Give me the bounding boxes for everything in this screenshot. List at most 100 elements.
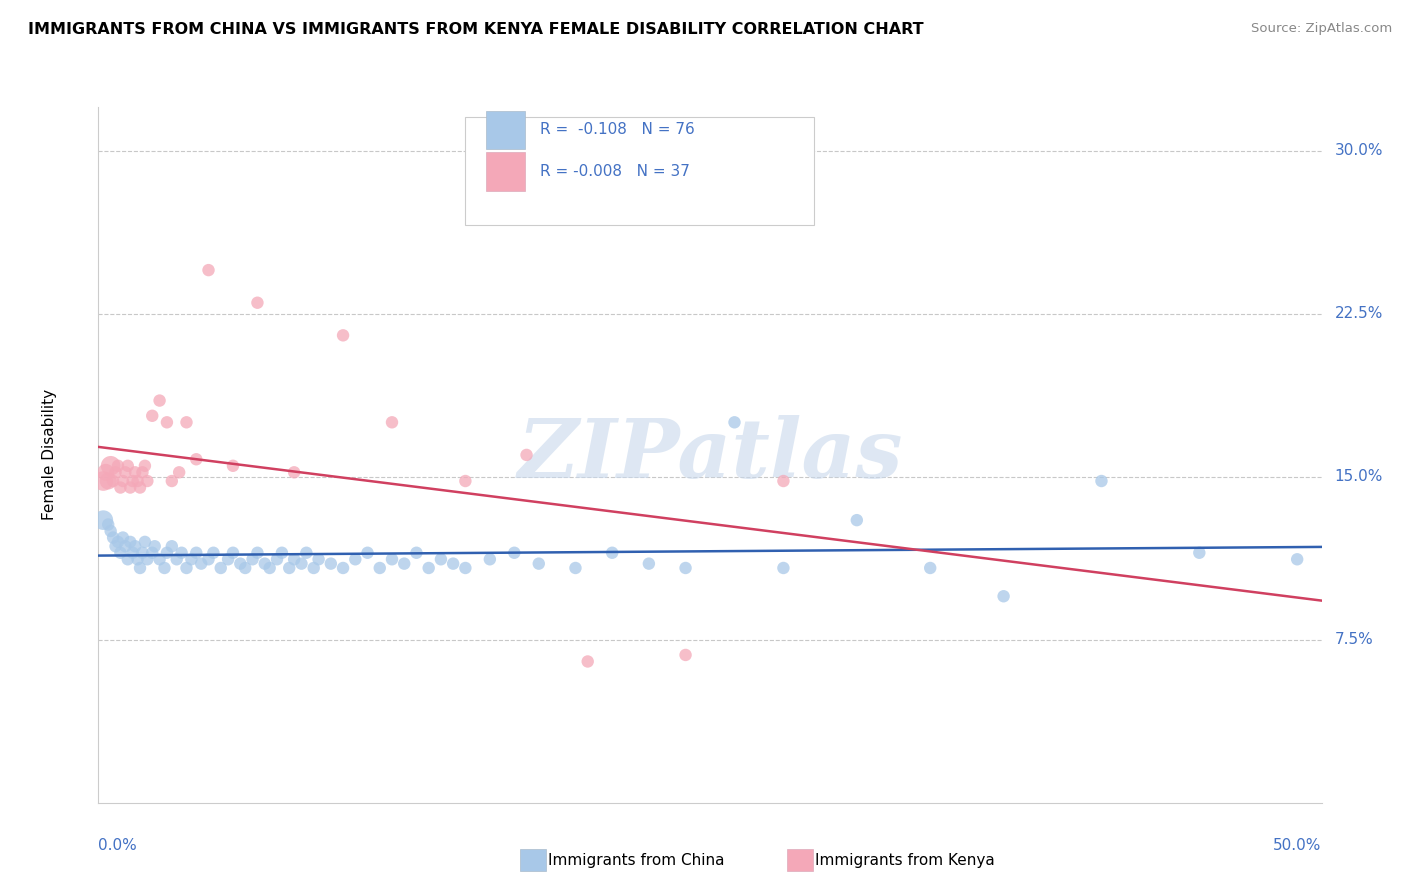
- Text: Source: ZipAtlas.com: Source: ZipAtlas.com: [1251, 22, 1392, 36]
- Point: [129, 481, 152, 495]
- Point: [153, 561, 176, 575]
- Point: [270, 546, 294, 560]
- Point: [166, 552, 188, 566]
- Point: [100, 458, 122, 473]
- Point: [202, 546, 225, 560]
- Point: [180, 552, 202, 566]
- Point: [104, 466, 127, 480]
- Point: [405, 546, 427, 560]
- Point: [1188, 546, 1211, 560]
- Point: [222, 458, 245, 473]
- Point: [124, 466, 146, 480]
- Point: [381, 415, 404, 429]
- Point: [160, 539, 183, 553]
- Point: [368, 561, 391, 575]
- Point: [131, 466, 153, 480]
- Point: [170, 546, 193, 560]
- Point: [186, 546, 208, 560]
- Point: [107, 535, 129, 549]
- Point: [503, 546, 526, 560]
- Text: ZIPatlas: ZIPatlas: [517, 415, 903, 495]
- Point: [111, 531, 134, 545]
- Point: [134, 458, 156, 473]
- Point: [290, 557, 312, 571]
- Point: [993, 589, 1015, 603]
- Point: [190, 557, 212, 571]
- Point: [141, 546, 163, 560]
- Point: [478, 552, 501, 566]
- Text: R =  -0.108   N = 76: R = -0.108 N = 76: [540, 122, 695, 137]
- Point: [127, 474, 149, 488]
- Point: [295, 546, 318, 560]
- Point: [246, 295, 269, 310]
- Point: [332, 561, 354, 575]
- Text: 22.5%: 22.5%: [1334, 306, 1384, 321]
- Point: [143, 539, 166, 553]
- Point: [100, 524, 122, 538]
- Point: [197, 263, 219, 277]
- Point: [107, 458, 129, 473]
- Point: [430, 552, 453, 566]
- Point: [141, 409, 163, 423]
- Point: [91, 513, 114, 527]
- Point: [675, 648, 697, 662]
- Point: [675, 561, 697, 575]
- Point: [278, 561, 301, 575]
- Text: 30.0%: 30.0%: [1334, 143, 1384, 158]
- Point: [454, 561, 477, 575]
- Point: [845, 513, 868, 527]
- Point: [308, 552, 330, 566]
- Point: [302, 561, 325, 575]
- Point: [101, 474, 124, 488]
- Point: [1090, 474, 1112, 488]
- Point: [356, 546, 378, 560]
- Point: [392, 557, 416, 571]
- Point: [418, 561, 440, 575]
- Point: [156, 546, 179, 560]
- Point: [131, 546, 153, 560]
- Point: [91, 474, 114, 488]
- Point: [176, 415, 198, 429]
- Point: [101, 531, 124, 545]
- Point: [176, 561, 198, 575]
- Text: Female Disability: Female Disability: [42, 389, 58, 521]
- FancyBboxPatch shape: [465, 118, 814, 226]
- Point: [134, 535, 156, 549]
- Text: Immigrants from Kenya: Immigrants from Kenya: [815, 853, 995, 868]
- Point: [209, 561, 232, 575]
- Point: [564, 561, 586, 575]
- Point: [136, 474, 159, 488]
- Point: [253, 557, 276, 571]
- Point: [233, 561, 256, 575]
- Point: [97, 474, 120, 488]
- Point: [127, 552, 149, 566]
- Point: [197, 552, 219, 566]
- Point: [160, 474, 183, 488]
- Point: [319, 557, 342, 571]
- Text: R = -0.008   N = 37: R = -0.008 N = 37: [540, 164, 690, 179]
- Text: IMMIGRANTS FROM CHINA VS IMMIGRANTS FROM KENYA FEMALE DISABILITY CORRELATION CHA: IMMIGRANTS FROM CHINA VS IMMIGRANTS FROM…: [28, 22, 924, 37]
- Point: [124, 539, 146, 553]
- Point: [381, 552, 404, 566]
- Point: [97, 517, 120, 532]
- Point: [283, 466, 305, 480]
- Point: [120, 535, 142, 549]
- Text: 7.5%: 7.5%: [1334, 632, 1374, 648]
- Point: [920, 561, 942, 575]
- Point: [167, 466, 190, 480]
- Point: [156, 415, 179, 429]
- Point: [111, 474, 134, 488]
- Point: [441, 557, 464, 571]
- Point: [217, 552, 239, 566]
- Point: [259, 561, 281, 575]
- Point: [772, 561, 794, 575]
- Point: [723, 415, 745, 429]
- Point: [332, 328, 354, 343]
- Point: [110, 481, 132, 495]
- Point: [121, 546, 143, 560]
- Point: [222, 546, 245, 560]
- Point: [117, 552, 139, 566]
- Point: [129, 561, 152, 575]
- Text: 0.0%: 0.0%: [98, 838, 138, 853]
- Point: [229, 557, 252, 571]
